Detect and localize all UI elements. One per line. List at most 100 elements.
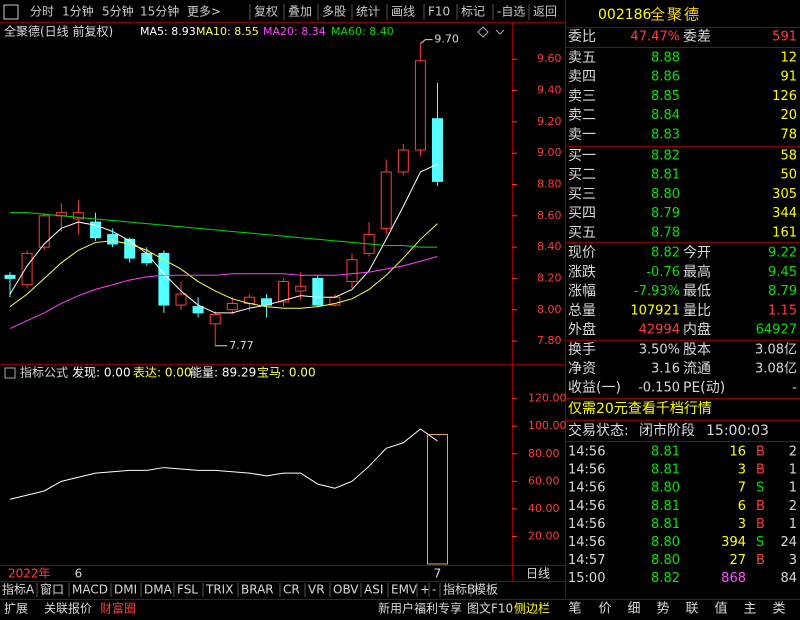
quote-label: 今开 bbox=[683, 245, 711, 261]
nav-tab[interactable]: 细 bbox=[627, 602, 640, 617]
book-volume: 126 bbox=[772, 89, 797, 104]
stock-code: 002186 bbox=[598, 7, 652, 23]
nav-tab[interactable]: 笔 bbox=[568, 601, 581, 617]
y-tick-label: 8.20 bbox=[537, 271, 562, 284]
footer-link[interactable]: 关联报价 bbox=[44, 601, 92, 616]
footer-link[interactable]: 新用户福利专享 bbox=[378, 601, 462, 616]
candle-body bbox=[21, 252, 33, 286]
toolbar-item[interactable]: 返回 bbox=[533, 5, 557, 19]
y-tick-label: 80.00 bbox=[528, 447, 560, 460]
toolbar-item[interactable]: 分时 bbox=[30, 5, 54, 19]
toolbar-item[interactable]: 5分钟 bbox=[102, 4, 134, 19]
indicator-tab[interactable]: MACD bbox=[72, 583, 108, 597]
candle-body bbox=[312, 277, 324, 306]
indicator-tab[interactable]: VR bbox=[308, 583, 325, 597]
quote-value: -7.93% bbox=[634, 284, 680, 299]
candle-body bbox=[414, 60, 426, 151]
indicator-tab[interactable]: TRIX bbox=[205, 583, 233, 597]
toolbar-item[interactable]: 叠加 bbox=[288, 5, 312, 19]
indicator-tab[interactable]: DMI bbox=[114, 583, 137, 597]
tick-price: 8.81 bbox=[651, 445, 680, 460]
nav-tab[interactable]: 主 bbox=[743, 602, 756, 617]
nav-tab[interactable]: 价 bbox=[598, 602, 611, 617]
nav-tab[interactable]: 联 bbox=[685, 602, 698, 617]
indicator-tab[interactable]: FSL bbox=[177, 583, 198, 597]
status-phase: 闭市阶段 bbox=[639, 422, 695, 439]
indicator-tab[interactable]: 窗口 bbox=[40, 583, 64, 597]
candle-body bbox=[124, 238, 136, 259]
status-time: 15:00:03 bbox=[706, 423, 769, 439]
indicator-tab[interactable]: 指标A bbox=[2, 582, 35, 597]
book-label: 卖五 bbox=[568, 50, 596, 66]
footer-link[interactable]: 侧边栏 bbox=[514, 601, 550, 616]
candle-body bbox=[346, 259, 358, 283]
book-volume: 344 bbox=[772, 206, 797, 221]
indicator-tab[interactable]: - bbox=[432, 583, 436, 597]
toolbar-item[interactable]: 标记 bbox=[461, 5, 485, 19]
indicator-tab[interactable]: BRAR bbox=[241, 583, 274, 597]
toolbar-item[interactable]: F10 bbox=[428, 5, 450, 19]
toolbar-item[interactable]: 复权 bbox=[254, 5, 278, 19]
quote-value: 9.45 bbox=[768, 265, 797, 280]
tick-time: 14:56 bbox=[568, 517, 605, 532]
y-tick-label: 20.00 bbox=[528, 529, 560, 542]
quote-value: 3.08亿 bbox=[755, 343, 797, 358]
indicator-tab[interactable]: CR bbox=[283, 583, 300, 597]
quote-value: -0.76 bbox=[646, 265, 680, 280]
quote-value: 9.22 bbox=[768, 246, 797, 261]
book-volume: 20 bbox=[780, 108, 797, 123]
toolbar-item[interactable]: 画线 bbox=[391, 5, 415, 19]
book-volume: 50 bbox=[780, 168, 797, 183]
footer-link[interactable]: 财富圈 bbox=[100, 601, 136, 616]
toolbar-item[interactable]: 统计 bbox=[356, 5, 380, 19]
book-label: 买五 bbox=[568, 225, 596, 241]
x-tick-label: 2022年 bbox=[8, 567, 51, 581]
quote-label: 内盘 bbox=[683, 321, 711, 338]
nav-tab[interactable]: 值 bbox=[714, 601, 727, 617]
toolbar-item[interactable]: 1分钟 bbox=[62, 4, 94, 19]
nav-tab[interactable]: 势 bbox=[656, 601, 669, 617]
annotation: 7.77 bbox=[229, 339, 254, 352]
tick-volume: 394 bbox=[721, 535, 746, 550]
period-label: 日线 bbox=[526, 567, 550, 581]
menu-icon[interactable] bbox=[3, 4, 19, 20]
tick-time: 15:00 bbox=[568, 571, 605, 586]
ma-line bbox=[9, 256, 438, 330]
quote-value: 42994 bbox=[639, 323, 680, 338]
indicator-tab[interactable]: ASI bbox=[364, 583, 383, 597]
toolbar-item[interactable]: -自选 bbox=[497, 5, 525, 19]
tick-volume: 7 bbox=[738, 481, 746, 496]
indicator-tab[interactable]: DMA bbox=[144, 583, 173, 597]
legend-entry: 发现: 0.00 bbox=[72, 365, 131, 380]
indicator-tab[interactable]: OBV bbox=[333, 583, 359, 597]
y-tick-label: 8.60 bbox=[537, 209, 562, 222]
tick-side: B bbox=[756, 445, 765, 460]
footer-link[interactable]: 扩展 bbox=[4, 602, 28, 616]
nav-tab[interactable]: 类 bbox=[772, 602, 785, 617]
legend-entry: 表达: 0.00 bbox=[133, 366, 192, 380]
indicator-tab[interactable]: 模板 bbox=[474, 583, 498, 597]
y-tick-label: 100.00 bbox=[528, 419, 567, 432]
footer-link[interactable]: 图文F10 bbox=[467, 601, 513, 616]
quote-label: 净资 bbox=[568, 361, 596, 377]
indicator-tab[interactable]: 指标B bbox=[443, 582, 475, 597]
toolbar-item[interactable]: 15分钟 bbox=[140, 4, 179, 19]
tick-count: 3 bbox=[789, 553, 797, 568]
indicator-tab[interactable]: EMV bbox=[391, 583, 418, 597]
tick-time: 14:56 bbox=[568, 481, 605, 496]
candle-body bbox=[90, 221, 101, 239]
toolbar-item[interactable]: 多股 bbox=[322, 5, 346, 19]
indicator-icon[interactable] bbox=[4, 367, 16, 379]
candle-body bbox=[226, 302, 238, 311]
dropdown-icon[interactable] bbox=[495, 29, 505, 35]
settings-icon[interactable] bbox=[477, 26, 489, 38]
tick-time: 14:56 bbox=[568, 535, 605, 550]
book-volume: 161 bbox=[772, 225, 797, 240]
toolbar-item[interactable]: 更多> bbox=[187, 5, 221, 19]
indicator-bar bbox=[427, 434, 448, 565]
quote-value: 107921 bbox=[630, 303, 680, 318]
legend-entry: MA20: 8.34 bbox=[263, 25, 326, 38]
chart-title: 全聚德(日线 前复权) bbox=[4, 24, 113, 39]
indicator-tab[interactable]: + bbox=[420, 583, 430, 597]
